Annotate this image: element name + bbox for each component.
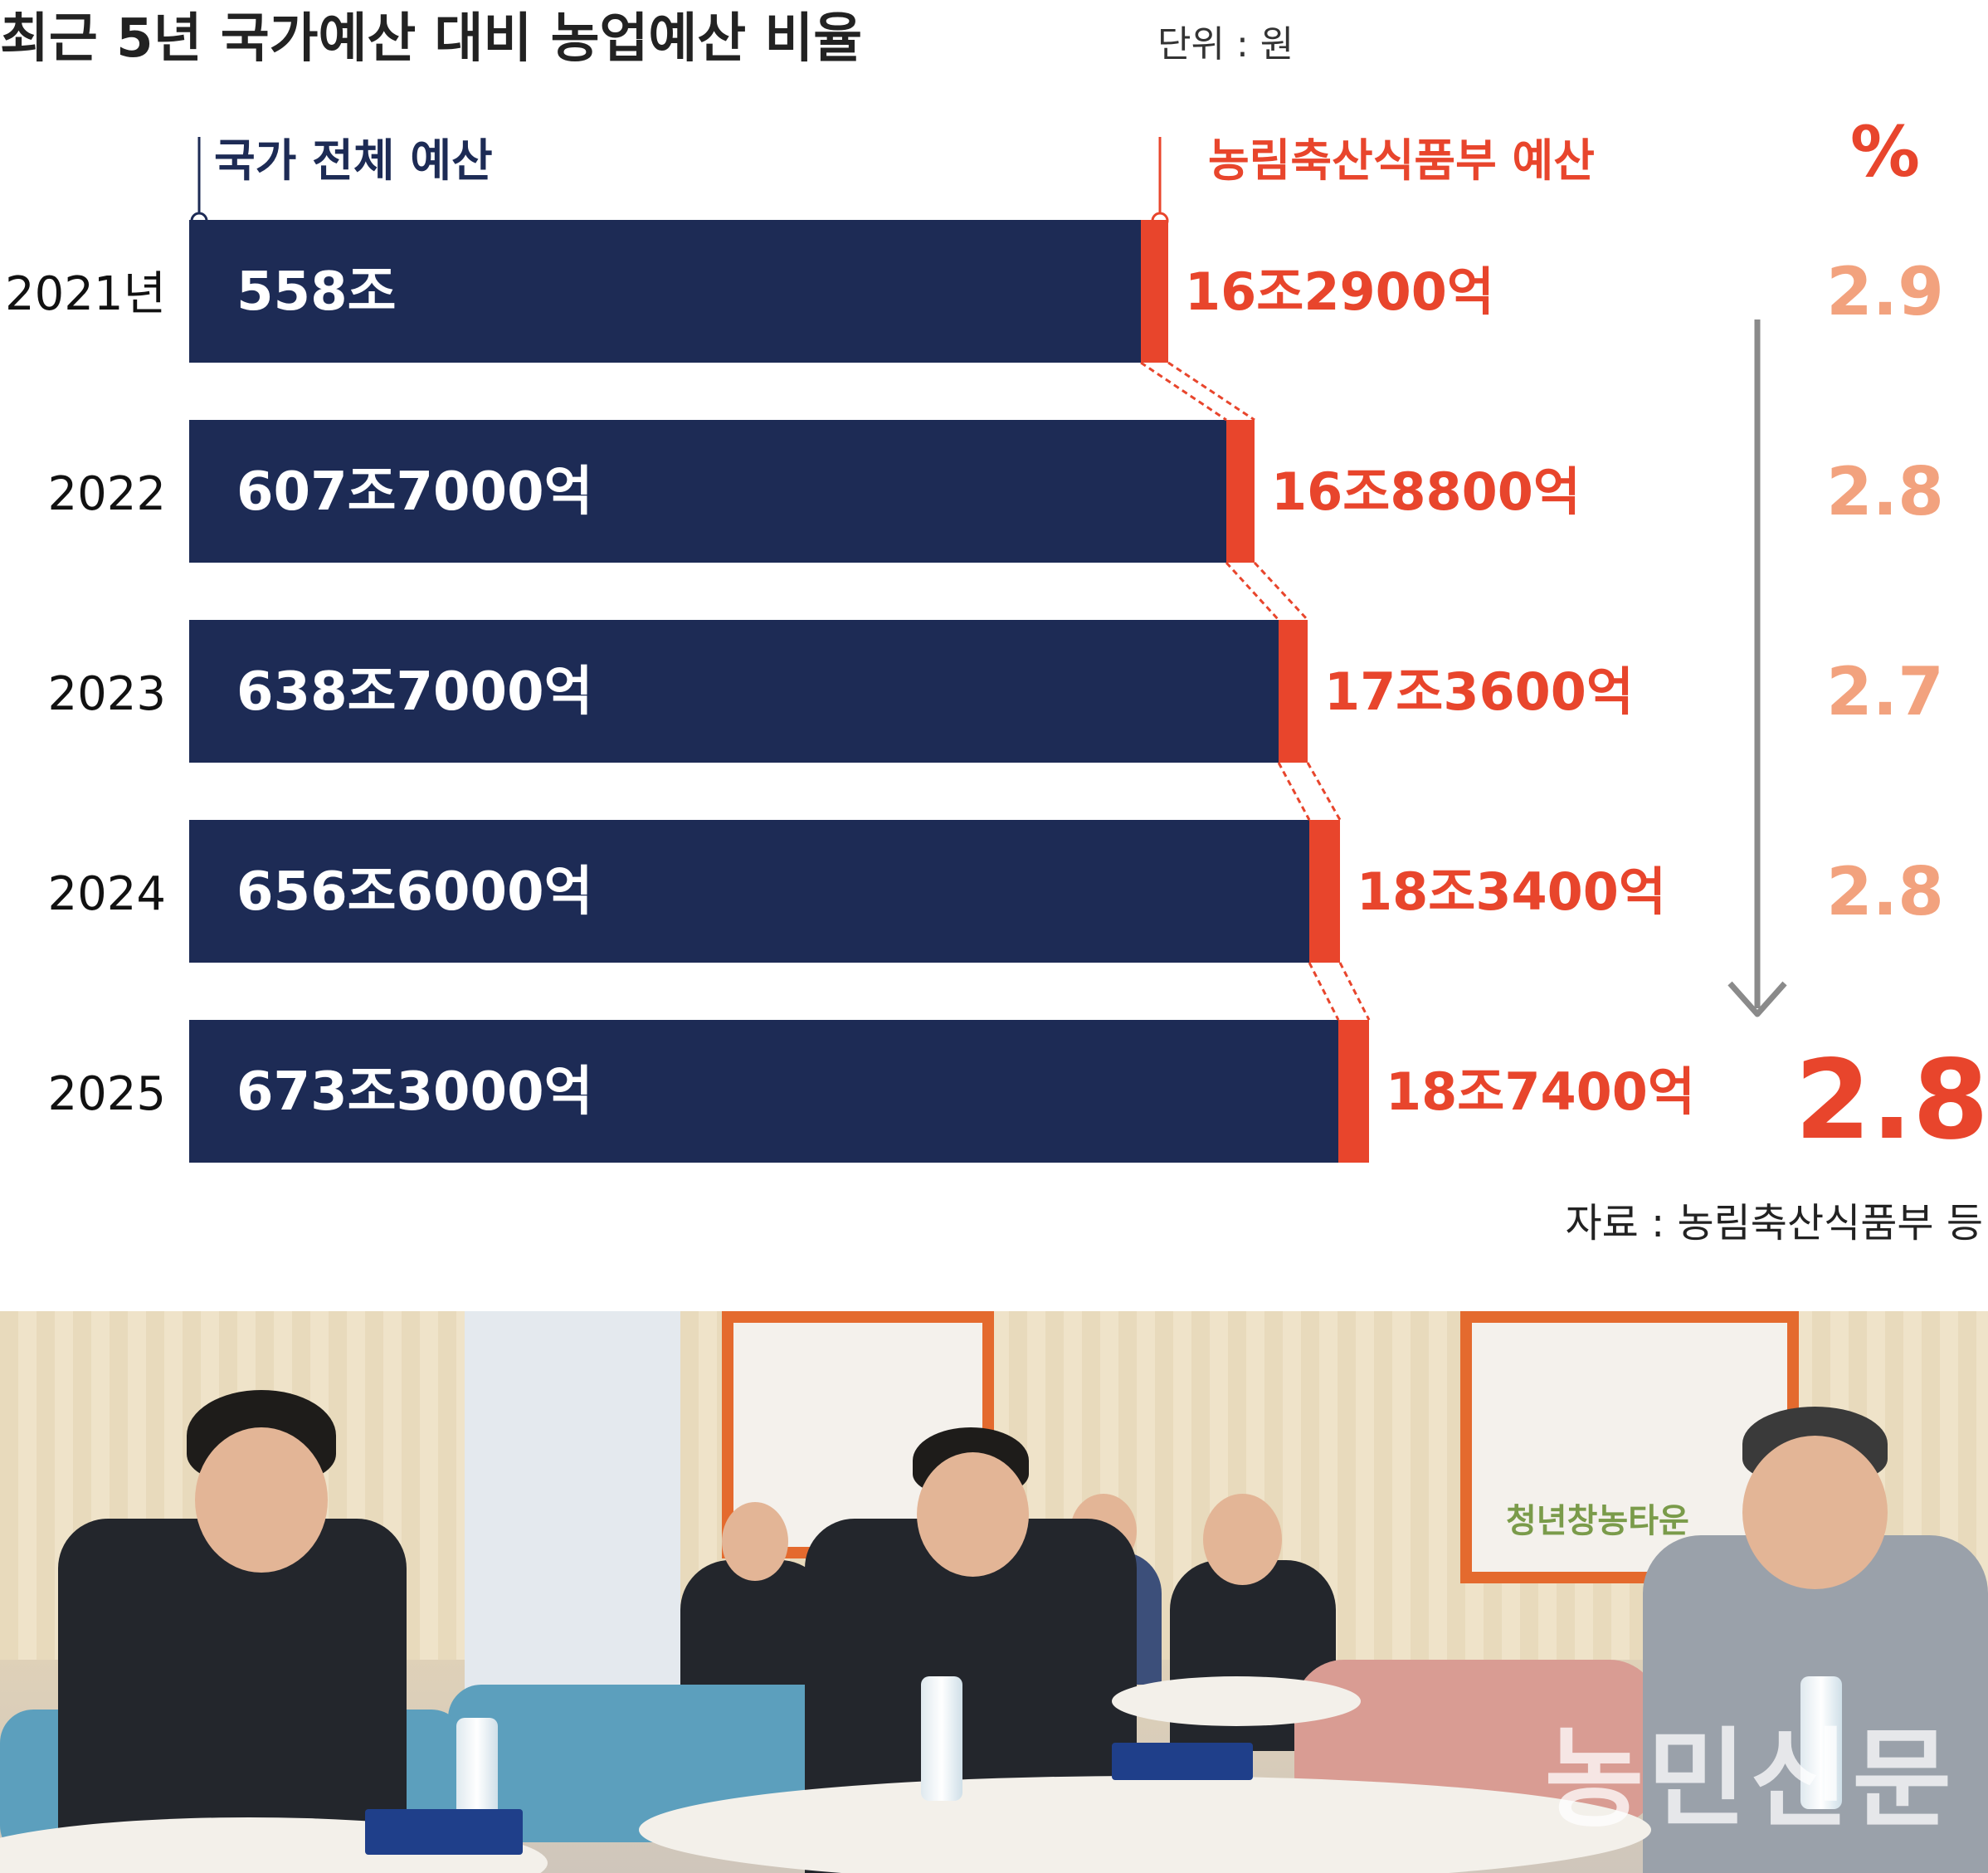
connector-group bbox=[1140, 361, 1371, 1021]
legend-percent: % bbox=[1850, 111, 1920, 193]
year-label-3: 2024 bbox=[47, 867, 166, 921]
connector-outer-0 bbox=[1167, 361, 1255, 422]
bar-agri-0 bbox=[1141, 220, 1168, 363]
name-plate-speaker bbox=[365, 1809, 523, 1855]
connector-outer-3 bbox=[1338, 962, 1371, 1021]
year-label-4: 2025 bbox=[47, 1067, 166, 1121]
connector-inner-0 bbox=[1140, 361, 1227, 422]
person-bg-2-head bbox=[1203, 1494, 1282, 1585]
total-value-label-4: 673조3000억 bbox=[236, 1061, 592, 1123]
bar-agri-1 bbox=[1226, 420, 1255, 563]
connector-inner-1 bbox=[1225, 561, 1280, 622]
total-value-label-3: 656조6000억 bbox=[236, 861, 592, 923]
unit-label: 단위 : 원 bbox=[1157, 23, 1294, 66]
percent-label-4: 2.8 bbox=[1795, 1036, 1988, 1164]
connector-outer-2 bbox=[1306, 762, 1342, 821]
meeting-photo: 청년창농타운 농민신문 bbox=[0, 1311, 1988, 1873]
agri-value-label-1: 16조8800억 bbox=[1271, 461, 1581, 522]
table-back bbox=[1112, 1676, 1361, 1726]
legend-agri: 농림축산식품부 예산 bbox=[1208, 134, 1595, 187]
connector-outer-1 bbox=[1253, 561, 1309, 622]
bar-total-4 bbox=[189, 1020, 1338, 1163]
year-label-2: 2023 bbox=[47, 667, 166, 721]
water-bottle-3 bbox=[1800, 1676, 1842, 1809]
percent-label-3: 2.8 bbox=[1826, 853, 1944, 930]
bar-agri-4 bbox=[1338, 1020, 1369, 1163]
table-center bbox=[639, 1776, 1651, 1873]
gray-suit-man-head bbox=[1742, 1436, 1888, 1589]
bar-total-0 bbox=[189, 220, 1141, 363]
total-value-label-1: 607조7000억 bbox=[236, 461, 592, 523]
water-bottle-2 bbox=[921, 1676, 962, 1801]
wall-column bbox=[465, 1311, 680, 1693]
budget-ratio-chart: 최근 5년 국가예산 대비 농업예산 비율 단위 : 원 국가 전체 예산 농림… bbox=[0, 8, 1988, 1246]
agri-value-label-3: 18조3400억 bbox=[1357, 861, 1666, 922]
total-value-label-0: 558조 bbox=[236, 261, 396, 323]
chart-title: 최근 5년 국가예산 대비 농업예산 비율 bbox=[0, 8, 862, 70]
year-label-1: 2022 bbox=[47, 467, 166, 521]
name-plate-center bbox=[1112, 1743, 1253, 1780]
photo-watermark: 농민신문 bbox=[1544, 1716, 1955, 1842]
percent-label-2: 2.7 bbox=[1826, 653, 1944, 730]
agri-value-label-4: 18조7400억 bbox=[1386, 1061, 1695, 1122]
person-bg-1-head bbox=[722, 1502, 788, 1581]
year-label-0: 2021년 bbox=[5, 267, 166, 321]
agri-value-label-2: 17조3600억 bbox=[1324, 661, 1634, 722]
percent-label-0: 2.9 bbox=[1826, 253, 1944, 330]
connector-inner-2 bbox=[1277, 762, 1311, 821]
bar-total-2 bbox=[189, 620, 1279, 763]
wall-sign: 청년창농타운 bbox=[1506, 1502, 1689, 1540]
speaker bbox=[58, 1519, 407, 1873]
bar-total-3 bbox=[189, 820, 1309, 963]
agri-value-label-0: 16조2900억 bbox=[1185, 261, 1494, 322]
trend-arrow bbox=[1727, 319, 1787, 1017]
source-note: 자료 : 농림축산식품부 등 bbox=[1565, 1200, 1983, 1246]
labels-group: 2021년 558조 16조2900억 2.9 2022 607조7000억 16조8800… bbox=[5, 253, 1988, 1164]
seated-man-head bbox=[917, 1452, 1029, 1577]
percent-label-1: 2.8 bbox=[1826, 453, 1944, 530]
bars-group bbox=[189, 220, 1369, 1163]
bar-agri-3 bbox=[1309, 820, 1340, 963]
bar-agri-2 bbox=[1279, 620, 1308, 763]
total-value-label-2: 638조7000억 bbox=[236, 661, 592, 723]
bar-total-1 bbox=[189, 420, 1226, 563]
connector-inner-3 bbox=[1308, 962, 1340, 1021]
legend-total: 국가 전체 예산 bbox=[214, 134, 493, 187]
speaker-head bbox=[195, 1427, 328, 1573]
